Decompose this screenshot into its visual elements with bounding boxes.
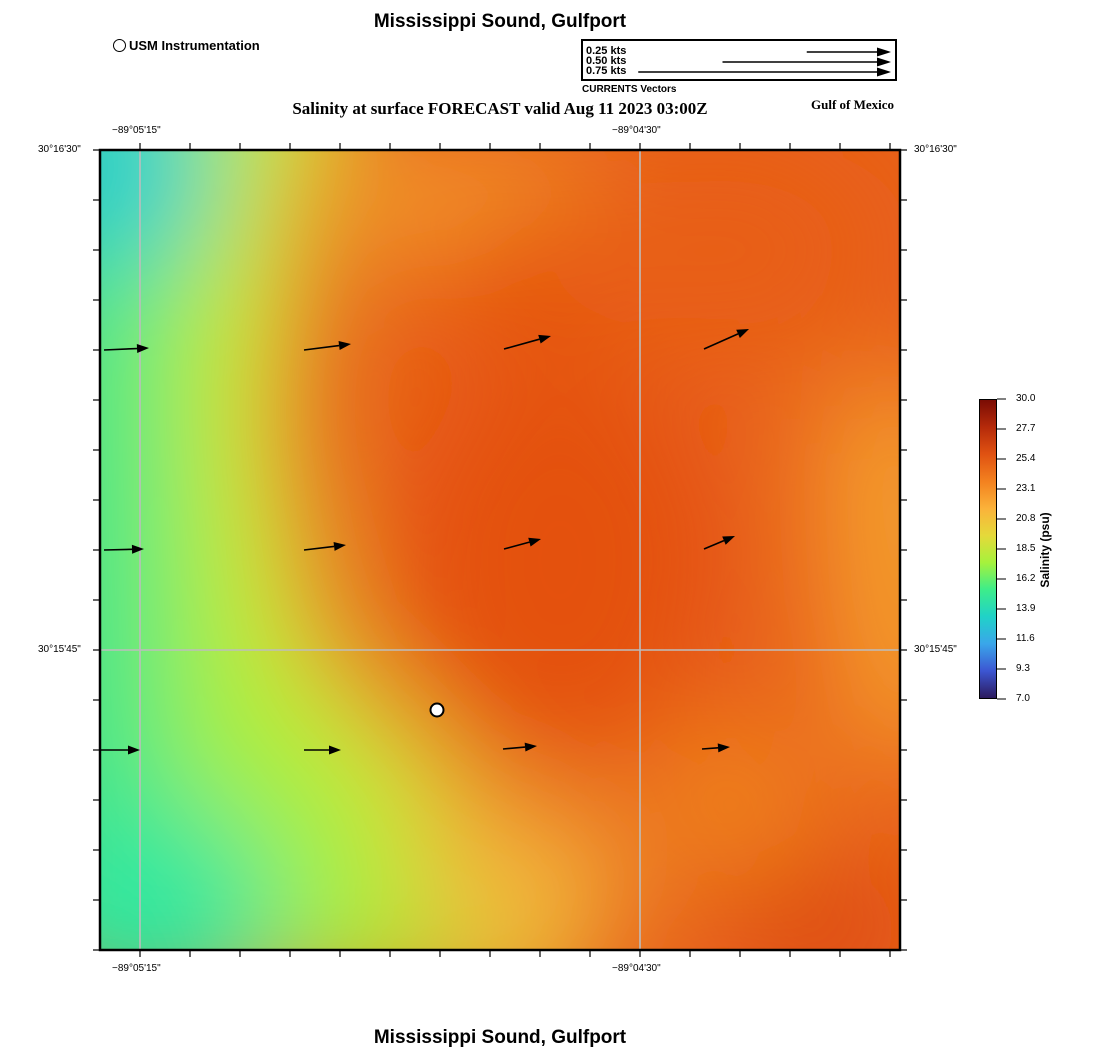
station-marker-icon — [113, 38, 126, 52]
lon-label-top-1: −89°05'15" — [112, 125, 161, 136]
colorbar — [979, 399, 997, 699]
lon-label-top-2: −89°04'30" — [612, 125, 661, 136]
colorbar-tick-label: 18.5 — [1016, 543, 1036, 554]
lon-label-bottom-1: −89°05'15" — [112, 963, 161, 974]
current-arrow-10 — [304, 745, 341, 755]
vector-legend-label-1: 0.25 kts — [586, 45, 627, 57]
usm-station-marker[interactable] — [429, 702, 445, 718]
legend-arrow-3 — [638, 67, 891, 77]
current-arrow-1 — [103, 344, 149, 354]
station-legend: USM Instrumentation — [113, 37, 260, 53]
colorbar-tick-label: 20.8 — [1016, 513, 1036, 524]
colorbar-tick-label: 30.0 — [1016, 393, 1036, 404]
page-title-bottom: Mississippi Sound, Gulfport — [373, 1027, 627, 1048]
current-arrow-4 — [703, 329, 749, 350]
station-legend-label: USM Instrumentation — [129, 37, 260, 53]
vector-legend-label-2: 0.50 kts — [586, 55, 627, 67]
colorbar-tick-label: 9.3 — [1016, 663, 1030, 674]
colorbar-title: Salinity (psu) — [1038, 512, 1052, 588]
current-arrow-2 — [303, 341, 351, 351]
legend-arrow-1 — [806, 47, 891, 57]
map-title: Salinity at surface FORECAST valid Aug 1… — [292, 99, 708, 118]
colorbar-tick-label: 25.4 — [1016, 453, 1036, 464]
legend-arrow-2 — [722, 57, 891, 67]
page-title-top: Mississippi Sound, Gulfport — [373, 11, 627, 32]
vector-legend: 0.25 kts 0.50 kts 0.75 kts — [581, 39, 897, 81]
current-arrow-9 — [101, 745, 140, 755]
current-arrow-8 — [703, 536, 735, 550]
current-vectors — [101, 329, 749, 755]
frame-ticks — [93, 143, 907, 957]
vector-legend-arrows — [638, 47, 891, 77]
colorbar-tick-label: 16.2 — [1016, 573, 1036, 584]
vector-legend-caption: CURRENTS Vectors — [582, 84, 677, 95]
lat-label-left-1: 30°16'30" — [38, 144, 81, 155]
colorbar-tick-label: 7.0 — [1016, 693, 1030, 704]
lat-label-left-2: 30°15'45" — [38, 644, 81, 655]
region-label: Gulf of Mexico — [811, 97, 895, 112]
current-arrow-3 — [503, 334, 551, 350]
lon-label-bottom-2: −89°04'30" — [612, 963, 661, 974]
colorbar-tick-label: 11.6 — [1016, 633, 1035, 644]
salinity-field — [100, 150, 900, 950]
current-arrow-7 — [503, 537, 541, 550]
colorbar-tick-label: 13.9 — [1016, 603, 1036, 614]
colorbar-ticks — [997, 398, 1006, 700]
lat-label-right-2: 30°15'45" — [914, 644, 957, 655]
lat-label-right-1: 30°16'30" — [914, 144, 957, 155]
current-arrow-6 — [303, 541, 346, 551]
colorbar-tick-label: 23.1 — [1016, 483, 1036, 494]
current-arrow-5 — [103, 544, 144, 554]
vector-legend-label-3: 0.75 kts — [586, 65, 627, 77]
current-arrow-12 — [701, 743, 730, 753]
colorbar-tick-label: 27.7 — [1016, 423, 1036, 434]
current-arrow-11 — [502, 742, 537, 752]
